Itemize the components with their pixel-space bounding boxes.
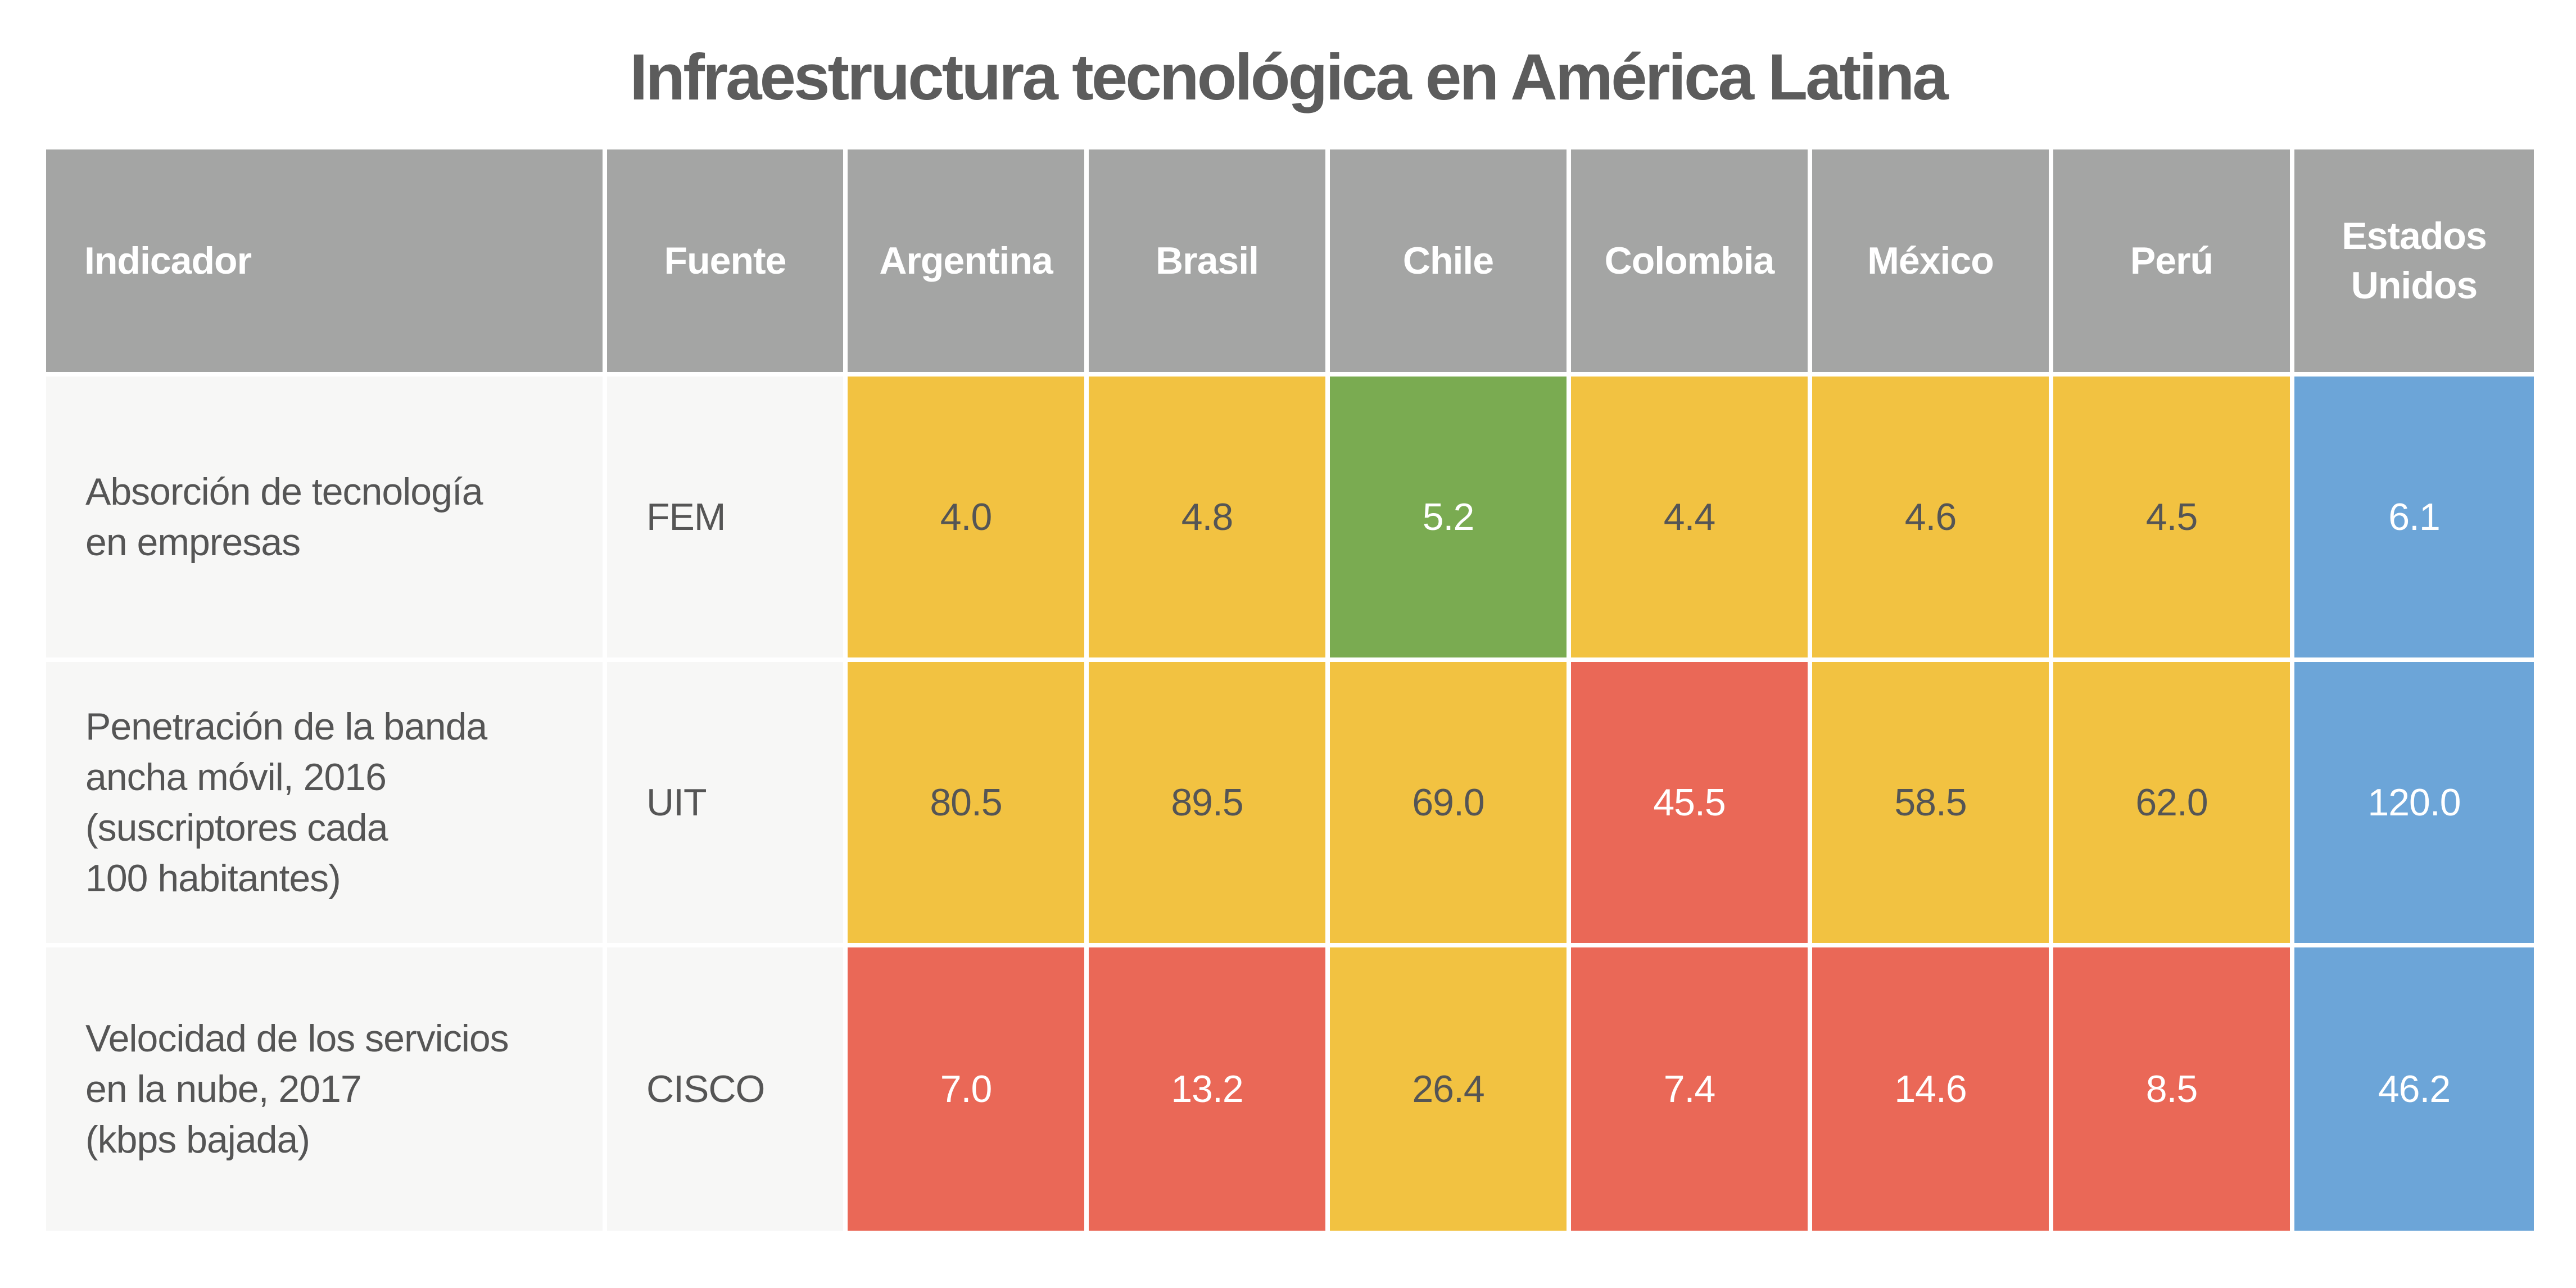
value-cell-estados-unidos: 120.0: [2294, 662, 2534, 947]
column-header-indicator: Indicador: [46, 149, 607, 377]
source-label: FEM: [607, 377, 848, 662]
value-cell-mexico: 14.6: [1812, 947, 2053, 1231]
indicator-label: Penetración de la banda ancha móvil, 2016…: [46, 662, 607, 947]
value-cell-argentina: 7.0: [848, 947, 1089, 1231]
source-label: CISCO: [607, 947, 848, 1231]
column-header-mexico: México: [1812, 149, 2053, 377]
column-header-chile: Chile: [1330, 149, 1571, 377]
value-cell-argentina: 4.0: [848, 377, 1089, 662]
column-header-estados-unidos: Estados Unidos: [2294, 149, 2534, 377]
table-row: Penetración de la banda ancha móvil, 2016…: [46, 662, 2534, 947]
value-cell-estados-unidos: 46.2: [2294, 947, 2534, 1231]
indicator-label: Absorción de tecnología en empresas: [46, 377, 607, 662]
value-cell-chile: 69.0: [1330, 662, 1571, 947]
indicator-table: Indicador Fuente Argentina Brasil Chile …: [46, 149, 2534, 1231]
value-cell-colombia: 7.4: [1571, 947, 1812, 1231]
value-cell-chile: 5.2: [1330, 377, 1571, 662]
value-cell-brasil: 4.8: [1089, 377, 1330, 662]
table-row: Absorción de tecnología en empresas FEM 4.0…: [46, 377, 2534, 662]
value-cell-estados-unidos: 6.1: [2294, 377, 2534, 662]
value-cell-mexico: 4.6: [1812, 377, 2053, 662]
value-cell-peru: 8.5: [2053, 947, 2294, 1231]
column-header-argentina: Argentina: [848, 149, 1089, 377]
column-header-colombia: Colombia: [1571, 149, 1812, 377]
column-header-source: Fuente: [607, 149, 848, 377]
value-cell-mexico: 58.5: [1812, 662, 2053, 947]
value-cell-chile: 26.4: [1330, 947, 1571, 1231]
chart-title: Infraestructura tecnológica en América L…: [630, 40, 1949, 114]
column-header-brasil: Brasil: [1089, 149, 1330, 377]
value-cell-colombia: 4.4: [1571, 377, 1812, 662]
source-label: UIT: [607, 662, 848, 947]
value-cell-colombia: 45.5: [1571, 662, 1812, 947]
value-cell-brasil: 13.2: [1089, 947, 1330, 1231]
value-cell-peru: 4.5: [2053, 377, 2294, 662]
header-row: Indicador Fuente Argentina Brasil Chile …: [46, 149, 2534, 377]
table-row: Velocidad de los servicios en la nube, 20…: [46, 947, 2534, 1231]
value-cell-peru: 62.0: [2053, 662, 2294, 947]
indicator-label: Velocidad de los servicios en la nube, 20…: [46, 947, 607, 1231]
column-header-peru: Perú: [2053, 149, 2294, 377]
value-cell-argentina: 80.5: [848, 662, 1089, 947]
value-cell-brasil: 89.5: [1089, 662, 1330, 947]
